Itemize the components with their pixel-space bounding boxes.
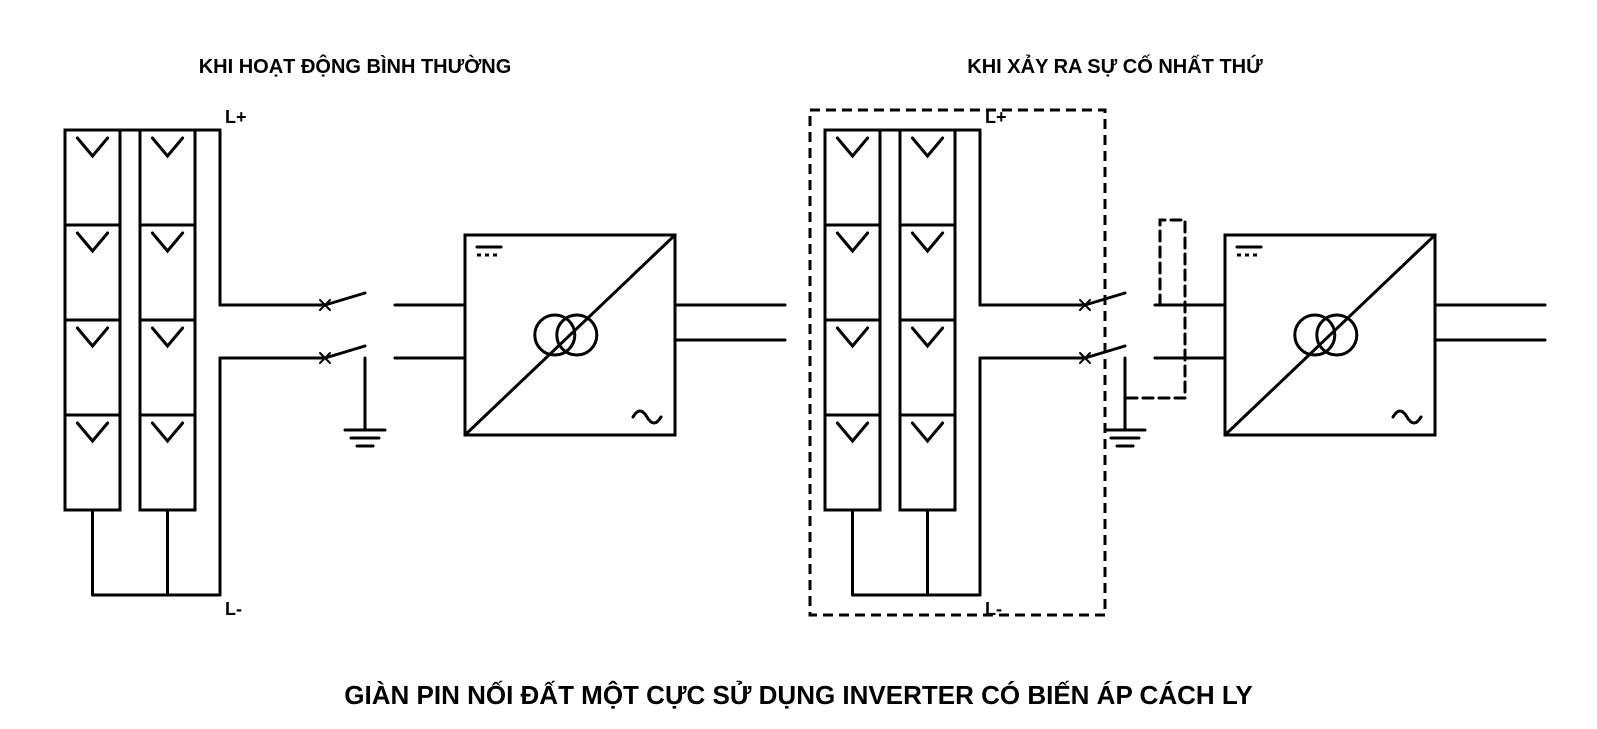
panel-title: KHI XẢY RA SỰ CỐ NHẤT THỨ (967, 54, 1263, 78)
fault-loop-box (810, 110, 1105, 615)
panel-first-fault: KHI XẢY RA SỰ CỐ NHẤT THỨL+L- (810, 54, 1545, 619)
label-l-minus: L- (225, 599, 242, 619)
label-l-plus: L+ (225, 107, 247, 127)
diagram-main-title: GIÀN PIN NỐI ĐẤT MỘT CỰC SỬ DỤNG INVERTE… (344, 679, 1252, 710)
panel-title: KHI HOẠT ĐỘNG BÌNH THƯỜNG (199, 54, 512, 78)
fault-current-path (1125, 220, 1185, 413)
panel-normal-operation: KHI HOẠT ĐỘNG BÌNH THƯỜNG L+ L- (65, 54, 785, 619)
electrical-schematic: KHI HOẠT ĐỘNG BÌNH THƯỜNG L+ L- KHI XẢY RA … (0, 0, 1597, 729)
